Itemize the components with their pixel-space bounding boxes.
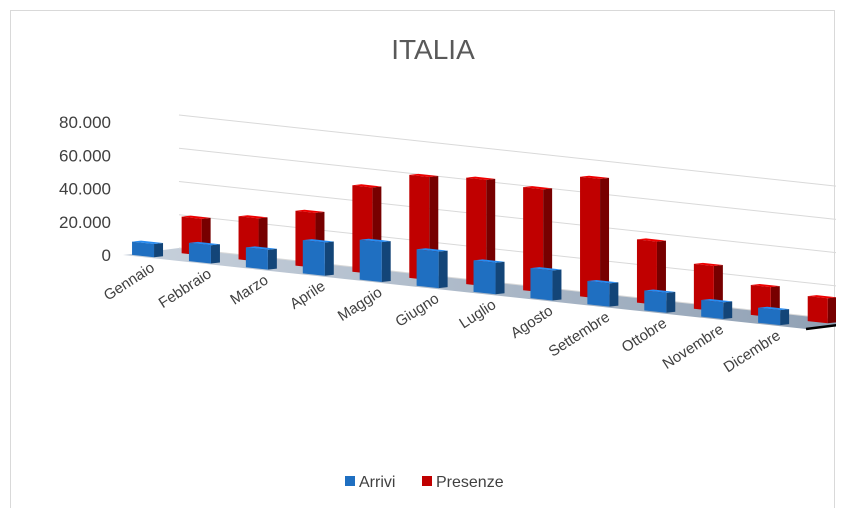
y-tick-label: 20.000 bbox=[59, 213, 111, 232]
y-tick-label: 60.000 bbox=[59, 146, 111, 165]
chart-frame: ITALIA 0 20.000 40.000 60.000 80.000 Gennaio… bbox=[10, 10, 836, 508]
bar-presenze-dicembre bbox=[807, 295, 836, 324]
legend-swatch-arrivi bbox=[345, 476, 355, 486]
bar-presenze-settembre bbox=[636, 238, 666, 305]
legend-label-arrivi: Arrivi bbox=[359, 474, 395, 491]
y-tick-label: 80.000 bbox=[59, 113, 111, 132]
bar-arrivi-maggio bbox=[359, 238, 391, 282]
y-axis-ticks: 0 20.000 40.000 60.000 80.000 bbox=[59, 113, 111, 265]
bar-arrivi-aprile bbox=[302, 239, 334, 276]
x-tick-label: Giugno bbox=[392, 290, 442, 331]
bar-presenze-agosto bbox=[580, 175, 610, 299]
gridline bbox=[178, 147, 836, 220]
gridline bbox=[178, 214, 836, 287]
bars bbox=[132, 173, 836, 326]
bar-arrivi-marzo bbox=[245, 246, 277, 270]
gridline bbox=[178, 181, 836, 254]
chart: ITALIA 0 20.000 40.000 60.000 80.000 Gennaio… bbox=[59, 34, 836, 491]
bar-arrivi-settembre bbox=[587, 279, 619, 307]
x-tick-label: Luglio bbox=[456, 296, 499, 332]
x-tick-label: Aprile bbox=[287, 278, 328, 313]
y-tick-label: 40.000 bbox=[59, 180, 111, 199]
x-tick-label: Febbraio bbox=[156, 265, 215, 312]
gridline bbox=[178, 114, 836, 187]
chart-title: ITALIA bbox=[391, 34, 475, 65]
legend: Arrivi Presenze bbox=[345, 474, 504, 491]
bar-arrivi-agosto bbox=[530, 267, 562, 301]
bar-arrivi-gennaio bbox=[132, 240, 164, 258]
x-tick-label: Marzo bbox=[227, 272, 271, 309]
x-tick-label: Agosto bbox=[508, 302, 556, 342]
x-tick-label: Gennaio bbox=[101, 259, 158, 304]
bar-arrivi-dicembre bbox=[758, 306, 790, 326]
bar-presenze-luglio bbox=[523, 186, 553, 293]
gridlines bbox=[178, 114, 836, 320]
bar-arrivi-giugno bbox=[416, 248, 448, 289]
legend-label-presenze: Presenze bbox=[436, 474, 504, 491]
floor-edge bbox=[805, 323, 836, 331]
legend-swatch-presenze bbox=[422, 476, 432, 486]
x-tick-label: Ottobre bbox=[619, 315, 670, 357]
bar-arrivi-novembre bbox=[701, 298, 733, 319]
x-tick-label: Maggio bbox=[335, 284, 386, 325]
bar-arrivi-ottobre bbox=[644, 289, 676, 313]
bar-presenze-giugno bbox=[466, 176, 496, 287]
gridline bbox=[178, 247, 836, 320]
y-tick-label: 0 bbox=[102, 246, 111, 265]
bar-arrivi-febbraio bbox=[188, 241, 220, 264]
bar-arrivi-luglio bbox=[473, 259, 505, 295]
x-tick-label: Dicembre bbox=[721, 327, 784, 376]
